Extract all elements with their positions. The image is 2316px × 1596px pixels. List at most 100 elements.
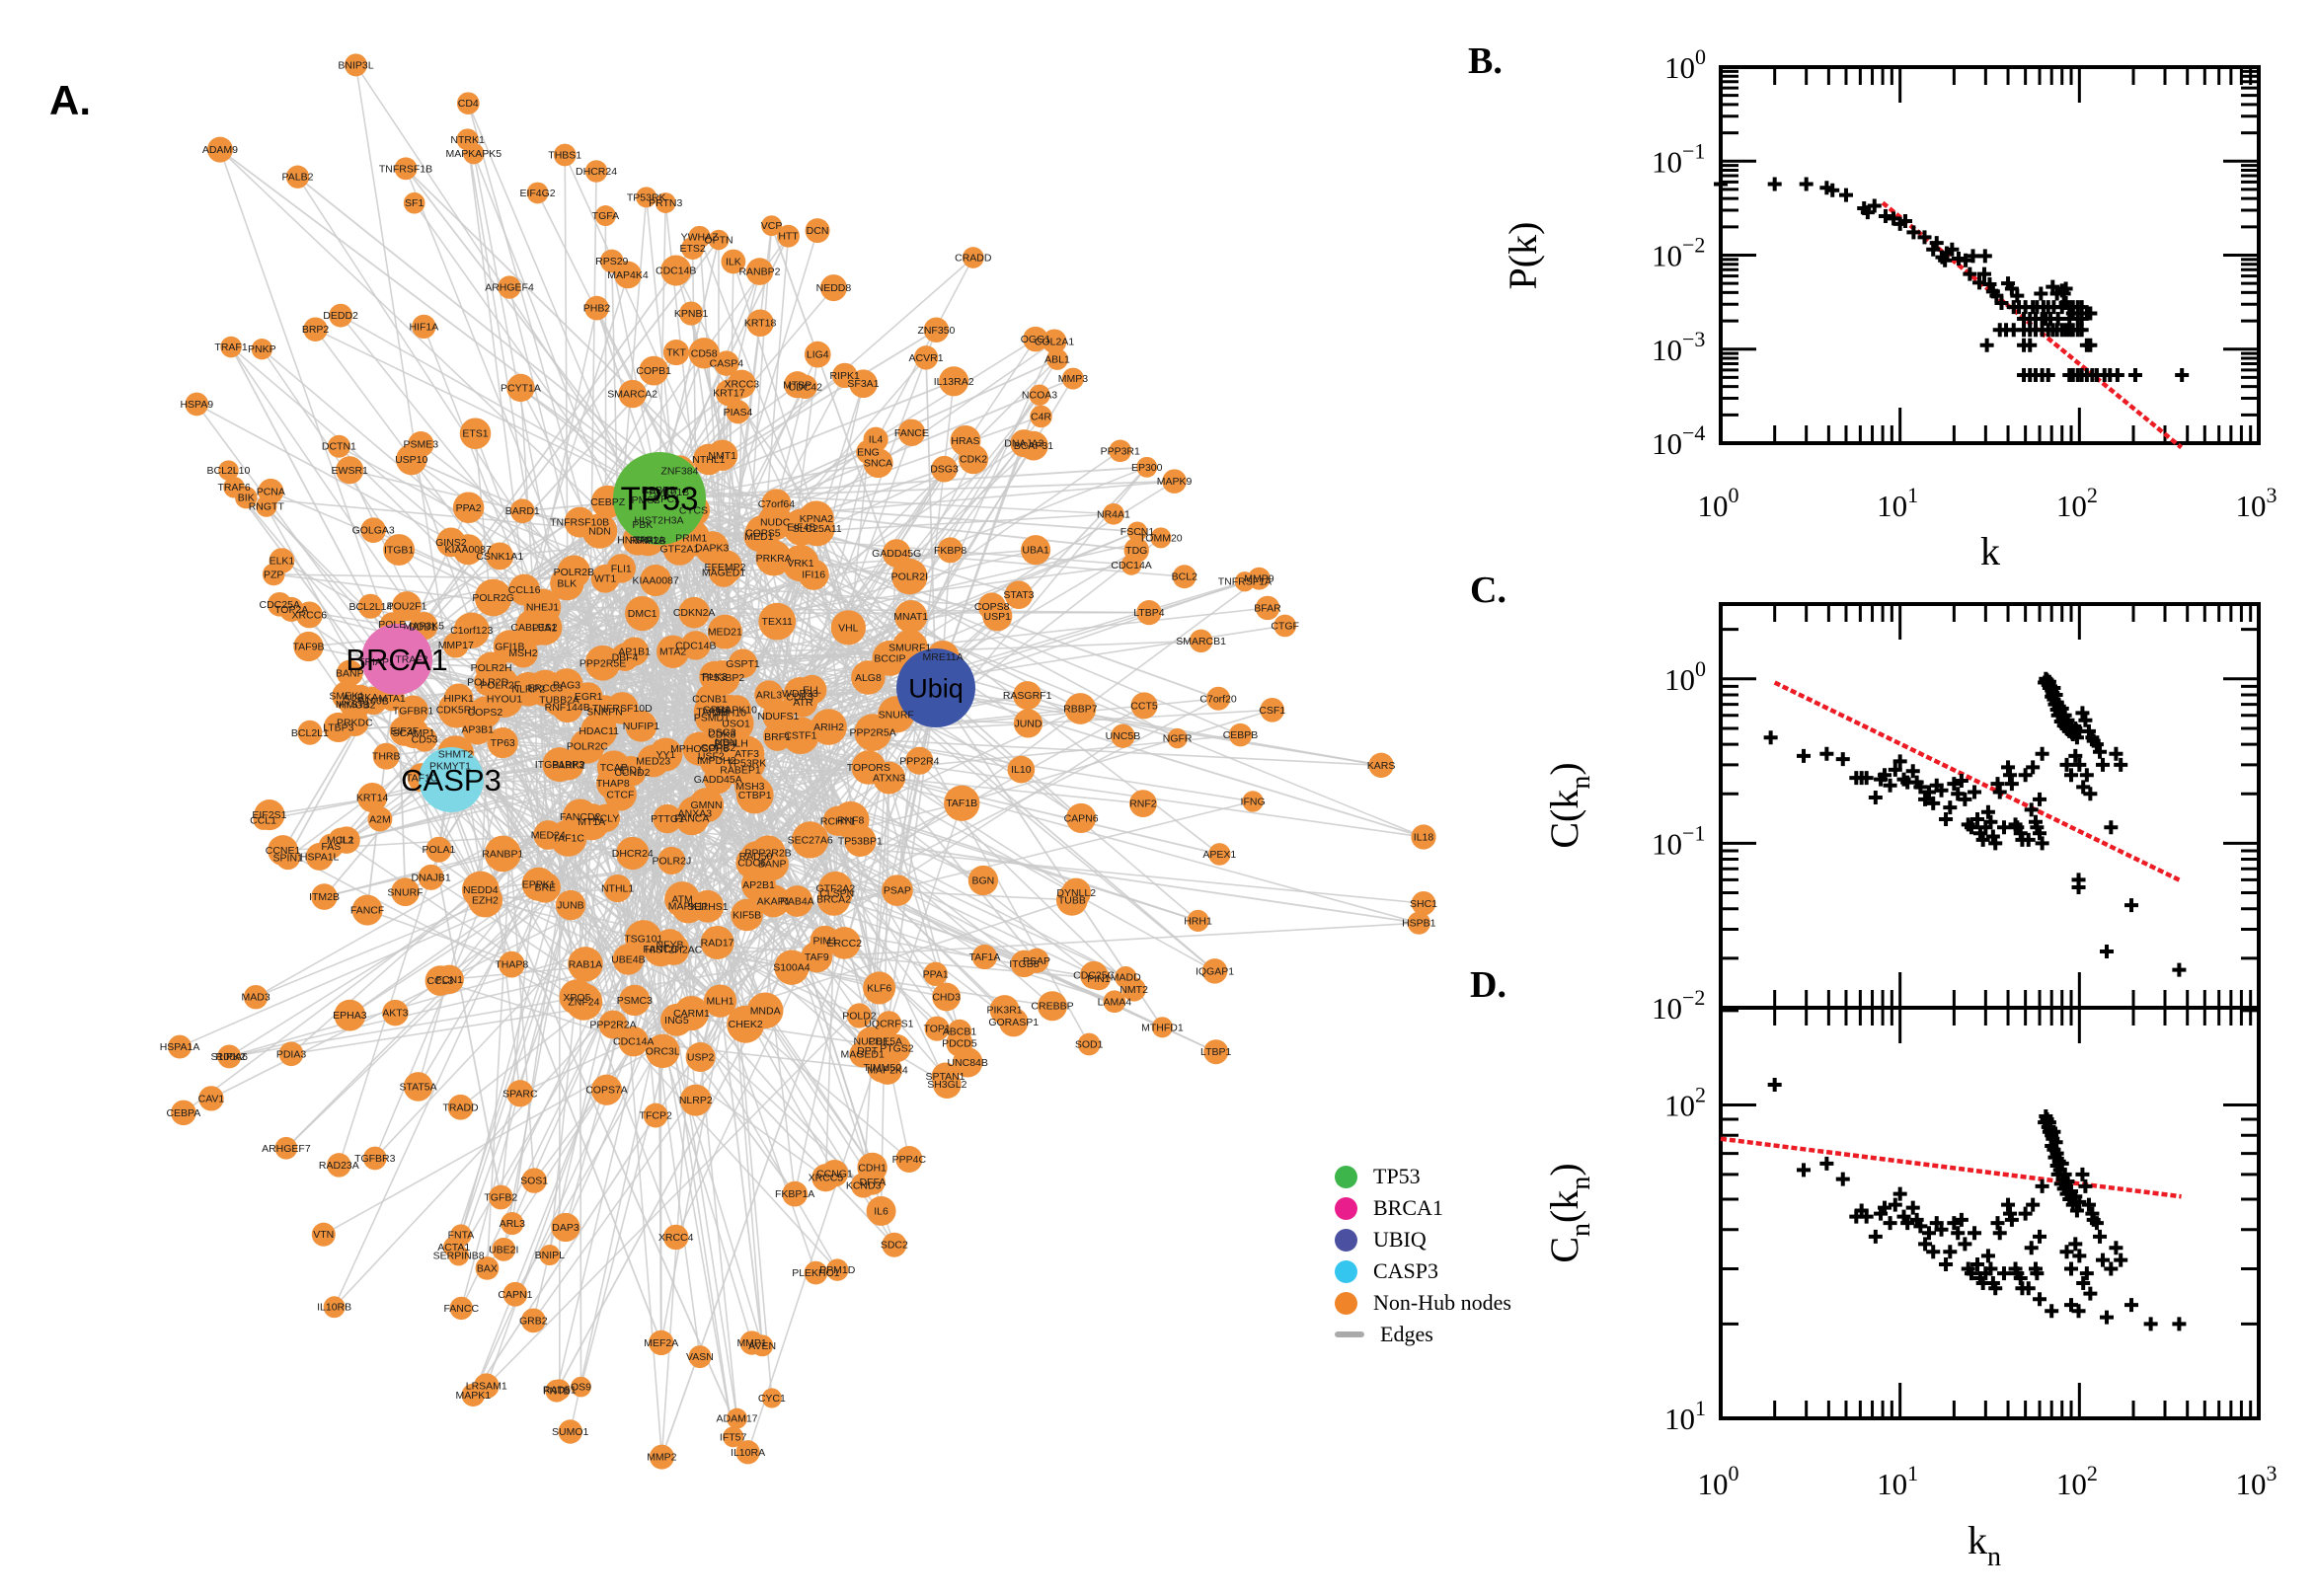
gene-label: POLE — [378, 619, 406, 631]
gene-label: NTHL1 — [601, 883, 634, 895]
data-point-marker — [1839, 189, 1853, 202]
gene-label: NUDC — [760, 517, 791, 529]
gene-label: MMP3 — [1058, 373, 1088, 385]
gene-label: PPP4C — [892, 1154, 927, 1166]
gene-label: PSMC3 — [617, 995, 653, 1007]
legend-label: Non-Hub nodes — [1373, 1290, 1511, 1316]
gene-label: CEBPB — [1223, 729, 1259, 741]
gene-label: CCL1 — [250, 814, 276, 826]
gene-label: SERPINB8 — [433, 1250, 485, 1261]
data-point-marker — [1943, 1245, 1957, 1258]
gene-label: NEDD4 — [463, 884, 499, 896]
gene-label: PLEKHO1 — [792, 1267, 840, 1279]
tick-label: 101 — [1877, 483, 1918, 523]
data-point-marker — [2100, 945, 2114, 958]
gene-label: RANBP1 — [482, 848, 523, 860]
data-point-marker — [2114, 1254, 2127, 1267]
gene-label: VASN — [686, 1351, 714, 1363]
gene-label: USP10 — [395, 454, 427, 466]
data-point-marker — [1958, 1237, 1971, 1251]
gene-label: CHD3 — [932, 992, 961, 1004]
gene-label: MAPK10 — [717, 705, 758, 717]
gene-label: ENG — [857, 446, 880, 458]
gene-label: SF1 — [405, 197, 424, 209]
gene-label: KIAA0087 — [632, 575, 678, 587]
data-point-marker — [2083, 1287, 2097, 1301]
gene-label: CD58 — [691, 347, 718, 359]
gene-label: BRP2 — [302, 324, 330, 336]
gene-label: CTCF — [606, 790, 634, 801]
data-point-marker — [1819, 1157, 1833, 1171]
gene-label: CRADD — [955, 252, 992, 264]
gene-label: CD4 — [458, 98, 479, 110]
data-point-marker — [2104, 820, 2118, 834]
data-point-marker — [2036, 747, 2049, 761]
gene-label: IL4 — [869, 434, 884, 446]
gene-label: COPS8 — [974, 601, 1010, 613]
gene-label: SPTAN1 — [925, 1071, 965, 1083]
gene-label: NGFR — [1163, 733, 1193, 745]
gene-label: IFI16 — [802, 570, 825, 581]
gene-label: CCL3 — [426, 975, 453, 987]
legend-label: TP53 — [1373, 1164, 1421, 1189]
gene-label: POLR2I — [891, 571, 928, 583]
gene-label: BCAP31 — [1014, 440, 1053, 452]
gene-label: PJA1 — [532, 622, 557, 634]
gene-label: GRB2 — [519, 1315, 548, 1327]
tick-label: 102 — [2056, 1461, 2098, 1501]
gene-label: ADAM17 — [717, 1413, 758, 1425]
power-law-fit-line — [1775, 683, 2182, 881]
axis-title: Cn(kn) — [1542, 1163, 1596, 1262]
legend: TP53 BRCA1 UBIQ CASP3 Non-Hub nodes Edge… — [1335, 1161, 1511, 1350]
gene-label: ATF3 — [734, 748, 759, 760]
gene-label: S100A6 — [211, 1051, 249, 1063]
gene-label: BARD1 — [505, 505, 540, 517]
tick-label: 101 — [1877, 1461, 1918, 1501]
gene-label: GFI1B — [495, 641, 524, 652]
gene-label: BAX — [477, 1262, 498, 1274]
gene-label: EFEMP2 — [704, 562, 745, 573]
gene-label: XRCC5 — [809, 1173, 844, 1184]
data-point-marker — [2075, 1168, 2089, 1181]
gene-label: MNDA — [750, 1005, 781, 1017]
gene-label: HIPK1 — [443, 693, 474, 705]
gene-label: ALG8 — [855, 672, 882, 684]
gene-label: KPNB1 — [674, 308, 709, 320]
gene-label: LTBP4 — [1133, 607, 1164, 619]
gene-label: POLD2 — [842, 1010, 877, 1022]
gene-label: TFCP2 — [640, 1110, 672, 1122]
data-point-marker — [1800, 178, 1814, 191]
gene-label: PIAS4 — [724, 407, 753, 418]
data-point-marker — [2172, 1317, 2186, 1330]
gene-label: KARS — [1367, 760, 1396, 772]
gene-label: TGFBR3 — [354, 1153, 396, 1165]
gene-label: ABCB1 — [943, 1026, 977, 1037]
gene-label: ATXN3 — [873, 773, 905, 785]
gene-label: FANCA — [674, 812, 709, 824]
data-point-marker — [1978, 249, 1992, 263]
gene-label: SMARCA2 — [607, 389, 657, 401]
data-points — [1768, 1078, 2187, 1330]
gene-label: SPARC — [502, 1088, 538, 1100]
gene-label: APEX1 — [1202, 849, 1236, 861]
gene-label: LTBP1 — [1200, 1046, 1231, 1058]
gene-label: BCL2L10 — [207, 465, 251, 477]
gene-label: KRT18 — [744, 318, 777, 330]
gene-label: C7orf20 — [1199, 693, 1237, 705]
gene-label: STAT3 — [1003, 589, 1034, 601]
gene-label: FKBP8 — [934, 545, 966, 557]
gene-label: DNAJB1 — [411, 872, 450, 883]
gene-label: EID1 — [619, 765, 643, 777]
data-point-marker — [1981, 1249, 1995, 1262]
gene-label: GADD45G — [872, 548, 921, 560]
gene-label: VTN — [313, 1229, 334, 1241]
data-point-marker — [2078, 1179, 2092, 1193]
gene-label: BCCIP — [874, 652, 905, 664]
hub-label-brca1: BRCA1 — [346, 643, 447, 677]
gene-label: AP1B1 — [618, 646, 651, 658]
